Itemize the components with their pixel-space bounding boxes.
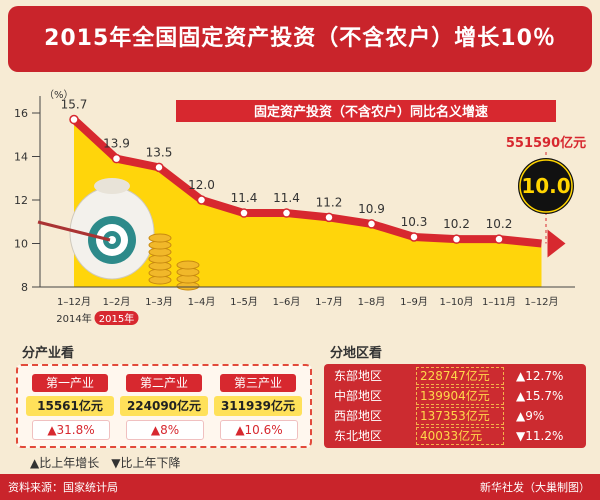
region-row: 东北地区 40033亿元 ▼11.2% (324, 426, 586, 446)
x-tick-label: 1–7月 (315, 296, 343, 308)
series-line (71, 116, 542, 248)
industry-growth: ▲10.6% (220, 420, 298, 440)
region-name: 东部地区 (334, 369, 383, 383)
industry-name: 第二产业 (126, 374, 202, 392)
title-banner: 2015年全国固定资产投资（不含农户）增长10％ (8, 6, 592, 72)
x-tick-label: 1–6月 (273, 296, 301, 308)
growth-legend: ▲比上年增长 ▼比上年下降 (30, 456, 181, 470)
series-banner (176, 100, 556, 122)
x-tick-label: 1–10月 (439, 296, 473, 308)
region-growth: ▲12.7% (516, 369, 564, 383)
industry-value: 311939亿元 (214, 396, 302, 416)
region-growth: ▲15.7% (516, 389, 564, 403)
target-center (108, 236, 116, 244)
region-value: 139904亿元 (416, 387, 504, 405)
x-tick-label: 1–2月 (103, 296, 131, 308)
highlight-value: 10.0 (521, 174, 570, 198)
data-label: 13.5 (146, 145, 173, 159)
data-point (281, 208, 292, 218)
data-label: 10.3 (401, 215, 428, 229)
data-point (324, 212, 334, 223)
region-row: 西部地区 137353亿元 ▲9% (324, 406, 586, 426)
area-fill (74, 119, 542, 288)
data-point (409, 232, 419, 242)
data-label: 10.2 (443, 217, 470, 231)
data-point (494, 234, 504, 244)
industry-item: 第二产业 224090亿元 ▲8% (120, 374, 208, 440)
data-label: 13.9 (103, 137, 130, 151)
coin (148, 233, 172, 243)
industry-name: 第一产业 (32, 374, 108, 392)
x-tick-label: 1–9月 (400, 296, 428, 308)
data-label: 12.0 (188, 178, 215, 192)
industry-panel: 第一产业 15561亿元 ▲31.8% 第二产业 224090亿元 ▲8% 第三… (16, 364, 312, 448)
data-point (451, 234, 462, 244)
x-tick-label: 1–5月 (230, 296, 258, 308)
year-badge (94, 311, 139, 325)
region-name: 东北地区 (334, 429, 383, 443)
industry-heading: 分产业看 (22, 346, 75, 361)
series-banner-label: 固定资产投资（不含农户）同比名义增速 (254, 104, 488, 120)
region-row: 中部地区 139904亿元 ▲15.7% (324, 386, 586, 406)
industry-item: 第一产业 15561亿元 ▲31.8% (26, 374, 114, 440)
x-tick-label: 1–3月 (145, 296, 173, 308)
region-name: 中部地区 (334, 389, 383, 403)
region-growth: ▲9% (516, 409, 545, 423)
data-point (366, 219, 377, 229)
growth-chart: 8 10 12 14 16 （%）15.7 13.9 13.5 12.0 11.4 11.4 11.2… (14, 89, 586, 325)
data-point (239, 208, 249, 218)
x-tick-label: 1–11月 (482, 296, 516, 308)
region-name: 西部地区 (334, 409, 383, 423)
region-value: 137353亿元 (416, 407, 504, 425)
industry-value: 224090亿元 (120, 396, 208, 416)
data-point (196, 195, 207, 205)
x-tick-label: 1–4月 (188, 296, 216, 308)
region-value: 40033亿元 (416, 427, 504, 445)
bag-neck (94, 178, 130, 194)
data-label: 10.9 (358, 202, 385, 216)
data-point (154, 162, 164, 173)
data-label: 11.4 (273, 191, 300, 205)
page-title: 2015年全国固定资产投资（不含农户）增长10％ (44, 26, 556, 51)
region-growth: ▼11.2% (516, 429, 564, 443)
year-label: 2014年 (56, 312, 91, 325)
region-panel: 东部地区 228747亿元 ▲12.7% 中部地区 139904亿元 ▲15.7… (324, 364, 586, 448)
region-value: 228747亿元 (416, 367, 504, 385)
series-arrowhead (547, 229, 566, 258)
industry-growth: ▲31.8% (32, 420, 110, 440)
region-row: 东部地区 228747亿元 ▲12.7% (324, 366, 586, 386)
credit-text: 新华社发（大巢制图） (480, 481, 590, 494)
y-tick-label: 16 (14, 107, 28, 120)
x-tick-label: 1–12月 (57, 296, 91, 308)
region-heading: 分地区看 (330, 346, 383, 361)
data-label: 15.7 (61, 98, 88, 112)
year-label: 2015年 (99, 312, 134, 325)
total-label: 551590亿元 (506, 135, 586, 151)
y-unit-label: （%） (44, 89, 74, 101)
highlight-badge (518, 158, 574, 214)
highlight-ring (519, 159, 573, 213)
y-tick-label: 12 (14, 194, 28, 207)
data-label: 11.2 (316, 195, 343, 209)
x-tick-label: 1–12月 (524, 296, 558, 308)
data-label: 10.2 (486, 217, 513, 231)
industry-value: 15561亿元 (26, 396, 114, 416)
source-text: 资料来源：国家统计局 (8, 481, 118, 494)
y-tick-label: 8 (21, 281, 28, 294)
coin (176, 260, 200, 270)
industry-growth: ▲8% (126, 420, 204, 440)
y-tick-label: 10 (14, 238, 28, 251)
x-tick-label: 1–8月 (358, 296, 386, 308)
data-label: 11.4 (231, 191, 258, 205)
industry-name: 第三产业 (220, 374, 296, 392)
y-tick-label: 14 (14, 151, 28, 164)
data-point (69, 114, 79, 125)
footer-bar: 资料来源：国家统计局 新华社发（大巢制图） (0, 474, 600, 500)
data-point (111, 153, 122, 164)
arrow-shaft (37, 220, 111, 242)
industry-item: 第三产业 311939亿元 ▲10.6% (214, 374, 302, 440)
